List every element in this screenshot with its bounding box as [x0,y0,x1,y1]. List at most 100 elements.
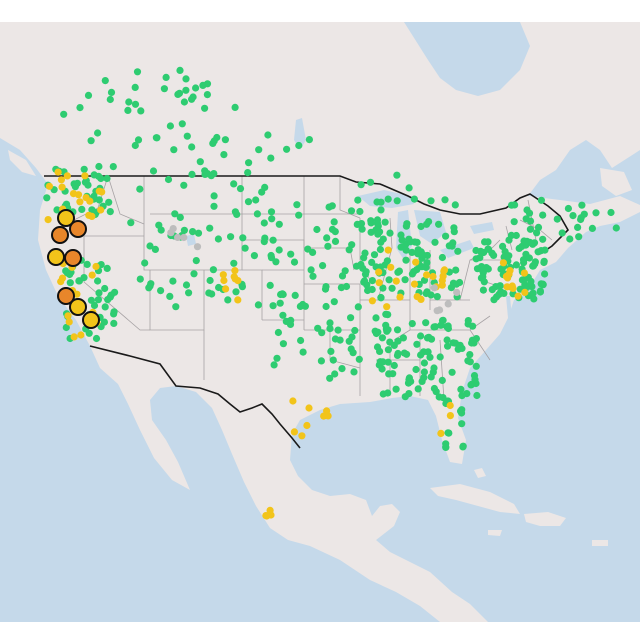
station-marker-good[interactable] [338,272,347,280]
station-marker-good[interactable] [540,257,548,265]
station-marker-no-data[interactable] [169,225,177,233]
station-marker-good[interactable] [182,75,190,83]
station-marker-good[interactable] [464,317,472,325]
station-marker-moderate[interactable] [298,432,306,440]
station-marker-good[interactable] [385,276,393,284]
station-marker-good[interactable] [469,322,477,330]
station-marker-good[interactable] [443,336,451,344]
station-marker-moderate[interactable] [220,276,228,285]
station-marker-good[interactable] [445,242,453,250]
station-marker-good[interactable] [230,180,238,188]
station-marker-good[interactable] [349,349,357,357]
station-marker-good[interactable] [273,354,281,362]
station-marker-good[interactable] [376,245,384,254]
station-marker-good[interactable] [286,320,295,328]
station-marker-good[interactable] [206,224,214,232]
station-marker-good[interactable] [141,259,149,267]
station-marker-good[interactable] [403,350,411,358]
station-marker-good[interactable] [80,274,88,282]
station-marker-moderate[interactable] [383,303,391,311]
station-marker-good[interactable] [470,372,479,380]
station-marker-good[interactable] [592,209,600,217]
station-marker-good[interactable] [95,289,103,297]
station-marker-good[interactable] [558,229,566,237]
station-marker-moderate[interactable] [504,272,512,280]
station-marker-good[interactable] [85,329,93,337]
station-marker-good[interactable] [388,284,396,292]
station-marker-good[interactable] [103,264,111,272]
station-marker-good[interactable] [326,374,334,382]
station-marker-good[interactable] [317,357,325,365]
station-marker-good[interactable] [106,208,114,216]
station-marker-good[interactable] [279,340,287,348]
station-marker-highlight[interactable] [82,311,100,329]
station-marker-good[interactable] [529,289,537,297]
station-marker-good[interactable] [272,258,280,266]
station-marker-good[interactable] [267,208,276,216]
station-marker-good[interactable] [539,211,547,219]
station-marker-good[interactable] [466,351,474,359]
station-marker-good[interactable] [512,261,521,269]
station-marker-good[interactable] [133,68,142,76]
station-marker-good[interactable] [151,245,159,253]
station-marker-good[interactable] [418,377,426,385]
station-marker-good[interactable] [564,204,573,213]
station-marker-good[interactable] [43,194,51,202]
station-marker-good[interactable] [124,106,132,114]
station-marker-good[interactable] [405,390,413,398]
station-marker-good[interactable] [534,248,542,256]
station-marker-good[interactable] [422,319,430,327]
station-marker-no-data[interactable] [174,233,182,241]
station-marker-good[interactable] [354,196,362,204]
station-marker-good[interactable] [358,225,366,233]
station-marker-good[interactable] [523,206,531,214]
station-marker-good[interactable] [394,337,402,345]
station-marker-moderate[interactable] [82,194,90,202]
station-marker-good[interactable] [295,211,303,219]
station-marker-good[interactable] [176,66,184,74]
station-marker-good[interactable] [269,302,277,310]
station-marker-good[interactable] [80,165,88,173]
station-marker-good[interactable] [536,287,545,295]
station-marker-moderate[interactable] [76,198,84,206]
station-marker-good[interactable] [569,212,577,220]
station-marker-moderate[interactable] [305,404,313,412]
station-marker-good[interactable] [278,290,286,298]
station-marker-highlight[interactable] [69,298,87,316]
station-marker-good[interactable] [402,246,410,254]
station-marker-good[interactable] [580,210,588,218]
station-marker-good[interactable] [326,325,334,333]
station-marker-good[interactable] [497,265,505,273]
station-marker-good[interactable] [420,359,428,367]
station-marker-moderate[interactable] [303,421,311,430]
station-marker-good[interactable] [208,290,216,298]
station-marker-good[interactable] [252,196,260,204]
station-marker-good[interactable] [472,362,480,370]
station-marker-good[interactable] [397,231,405,239]
station-marker-good[interactable] [435,220,443,228]
station-marker-good[interactable] [160,85,168,93]
station-marker-good[interactable] [386,229,394,237]
station-marker-good[interactable] [441,196,449,204]
station-marker-moderate[interactable] [396,293,404,301]
station-marker-good[interactable] [334,326,342,334]
station-marker-moderate[interactable] [69,190,78,198]
station-marker-good[interactable] [361,249,369,257]
station-marker-good[interactable] [101,77,109,85]
station-marker-good[interactable] [525,254,534,262]
station-marker-good[interactable] [533,229,541,237]
station-marker-good[interactable] [578,201,586,209]
station-marker-good[interactable] [66,279,74,287]
station-marker-moderate[interactable] [439,272,447,280]
station-marker-good[interactable] [541,246,549,254]
station-marker-good[interactable] [539,235,547,243]
station-marker-moderate[interactable] [375,279,383,287]
station-marker-good[interactable] [458,420,466,428]
station-marker-moderate[interactable] [81,172,89,180]
station-marker-good[interactable] [553,215,561,223]
station-marker-good[interactable] [368,277,376,285]
station-marker-good[interactable] [402,222,410,230]
station-marker-good[interactable] [417,332,425,340]
station-marker-good[interactable] [107,88,116,96]
station-marker-moderate[interactable] [437,429,445,437]
